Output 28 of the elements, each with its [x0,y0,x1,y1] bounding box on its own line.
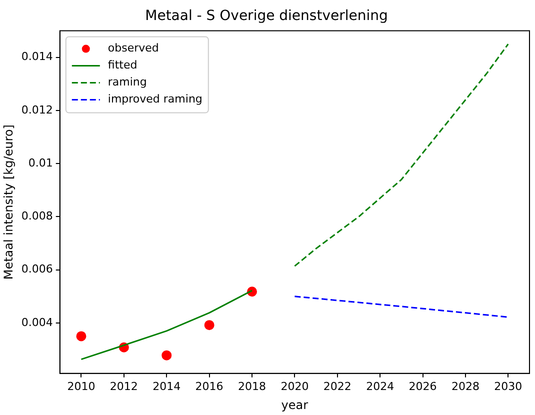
y-tick-label: 0.004 [21,316,53,329]
x-tick-label: 2014 [152,380,181,393]
legend-label: observed [108,42,159,55]
x-tick-label: 2024 [366,380,394,393]
chart-title: Metaal - S Overige dienstverlening [145,8,388,24]
y-tick-label: 0.008 [21,210,53,223]
x-tick-label: 2028 [451,380,480,393]
x-axis-title: year [281,398,308,412]
legend-label: fitted [108,58,138,72]
y-tick-label: 0.012 [21,103,53,116]
x-tick-label: 2020 [280,380,309,393]
point [162,350,172,360]
y-tick-label: 0.006 [21,262,53,276]
y-tick-label: 0.01 [28,156,53,170]
point [76,331,86,342]
legend-label: improved raming [108,92,202,106]
x-tick-label: 2026 [408,380,437,393]
point [204,320,214,330]
legend-label: raming [108,76,147,89]
x-tick-label: 2012 [110,380,138,393]
y-tick-label: 0.014 [21,50,53,64]
x-tick-label: 2010 [67,380,96,393]
x-tick-label: 2030 [494,380,522,393]
x-tick-label: 2022 [323,380,352,393]
line-series [294,43,509,267]
x-tick-label: 2018 [238,380,266,393]
y-axis-title: Metaal intensity [kg/euro] [1,124,16,280]
x-tick-label: 2016 [195,380,224,393]
